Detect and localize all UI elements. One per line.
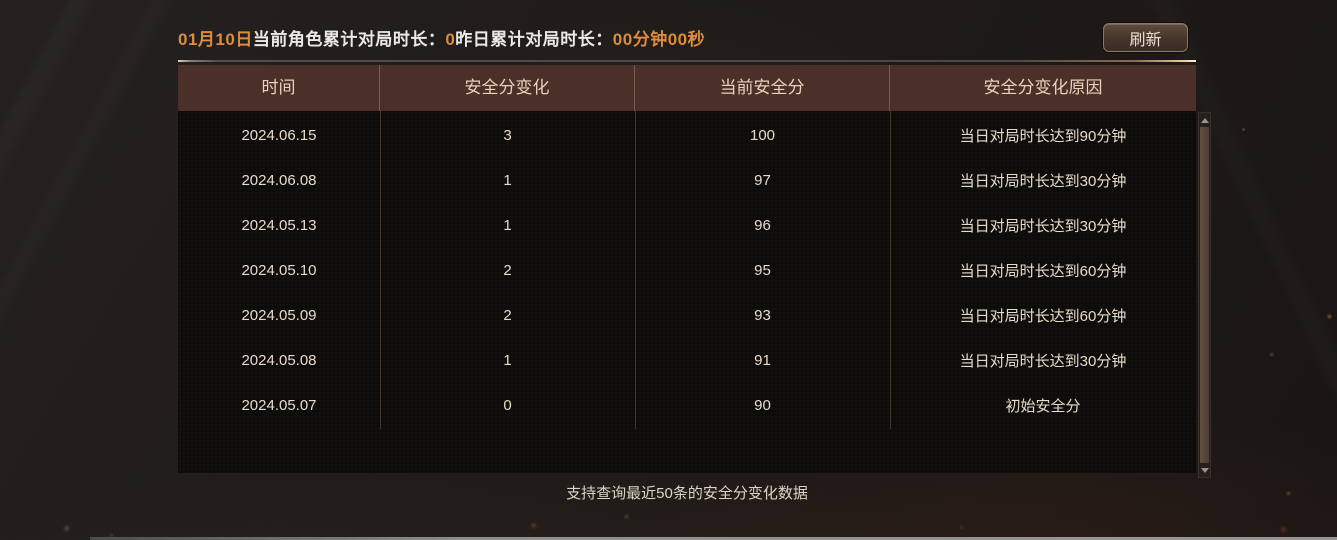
table-cell: 95 — [754, 262, 771, 279]
column-header-current-score: 当前安全分 — [635, 65, 890, 111]
table-row: 2024.06.08 1 97 当日对局时长达到30分钟 — [178, 158, 1196, 203]
column-header-change-reason: 安全分变化原因 — [983, 78, 1103, 97]
table-cell: 初始安全分 — [1005, 398, 1081, 415]
table-row: 2024.05.09 2 93 当日对局时长达到60分钟 — [178, 293, 1196, 338]
column-header-score-change: 安全分变化 — [380, 65, 635, 111]
table-cell: 2024.05.08 — [241, 352, 317, 369]
table-cell: 3 — [503, 127, 512, 144]
table-cell: 2024.05.07 — [241, 397, 317, 414]
refresh-button[interactable]: 刷新 — [1103, 23, 1188, 52]
table-row: 2024.06.15 3 100 当日对局时长达到90分钟 — [178, 113, 1196, 158]
column-divider — [380, 111, 381, 429]
table-cell: 1 — [503, 217, 512, 234]
table-rows: 2024.06.15 3 100 当日对局时长达到90分钟 2024.06.08 1 97 当… — [178, 111, 1196, 428]
table-cell: 2024.05.09 — [241, 307, 317, 324]
table-cell: 0 — [503, 397, 512, 414]
today-playtime-value: 0 — [445, 30, 456, 49]
table-cell: 2024.06.15 — [241, 127, 317, 144]
table-row: 2024.05.10 2 95 当日对局时长达到60分钟 — [178, 248, 1196, 293]
table-cell: 1 — [503, 352, 512, 369]
scroll-up-arrow-icon[interactable] — [1199, 113, 1210, 127]
ember-particles — [0, 0, 3, 3]
column-divider — [635, 111, 636, 429]
today-playtime-label: 当前角色累计对局时长： — [252, 30, 446, 49]
table-cell: 当日对局时长达到30分钟 — [959, 173, 1127, 190]
table-cell: 当日对局时长达到30分钟 — [959, 353, 1127, 370]
table-scrollbar[interactable] — [1198, 112, 1211, 478]
table-cell: 1 — [503, 172, 512, 189]
column-header-time: 时间 — [178, 65, 380, 111]
table-cell: 当日对局时长达到60分钟 — [959, 263, 1127, 280]
security-score-table: 时间 安全分变化 当前安全分 安全分变化原因 2024.06.15 3 100 当日对… — [178, 65, 1196, 473]
query-limit-note: 支持查询最近50条的安全分变化数据 — [566, 485, 808, 502]
header-divider — [178, 60, 1196, 62]
table-cell: 90 — [754, 397, 771, 414]
table-cell: 2 — [503, 307, 512, 324]
table-cell: 97 — [754, 172, 771, 189]
summary-date: 01月10日 — [178, 30, 253, 49]
table-header-row: 时间 安全分变化 当前安全分 安全分变化原因 — [178, 65, 1196, 111]
column-divider — [890, 111, 891, 429]
table-cell: 2024.05.13 — [241, 217, 317, 234]
table-cell: 当日对局时长达到60分钟 — [959, 308, 1127, 325]
table-row: 2024.05.08 1 91 当日对局时长达到30分钟 — [178, 338, 1196, 383]
table-cell: 2024.05.10 — [241, 262, 317, 279]
yesterday-playtime-label: 昨日累计对局时长： — [455, 30, 613, 49]
bottom-edge-strip — [90, 537, 1337, 540]
table-cell: 2024.06.08 — [241, 172, 317, 189]
table-body: 2024.06.15 3 100 当日对局时长达到90分钟 2024.06.08 1 97 当… — [178, 111, 1196, 473]
table-cell: 100 — [749, 127, 776, 144]
scroll-down-arrow-icon[interactable] — [1199, 463, 1210, 477]
table-row: 2024.05.07 0 90 初始安全分 — [178, 383, 1196, 428]
table-cell: 93 — [754, 307, 771, 324]
yesterday-playtime-value: 00分钟00秒 — [612, 30, 706, 49]
scrollbar-thumb[interactable] — [1200, 127, 1209, 463]
table-cell: 当日对局时长达到30分钟 — [959, 218, 1127, 235]
table-row: 2024.05.13 1 96 当日对局时长达到30分钟 — [178, 203, 1196, 248]
table-cell: 91 — [754, 352, 771, 369]
playtime-summary: 01月10日当前角色累计对局时长：0昨日累计对局时长：00分钟00秒 — [178, 25, 705, 50]
table-cell: 96 — [754, 217, 771, 234]
table-cell: 当日对局时长达到90分钟 — [959, 128, 1127, 145]
table-cell: 2 — [503, 262, 512, 279]
